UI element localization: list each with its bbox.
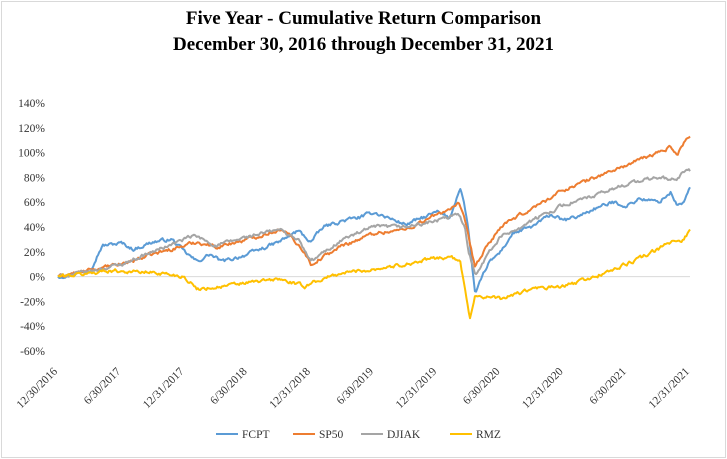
series-line-fcpt (57, 186, 691, 293)
chart-title-line-1: Five Year - Cumulative Return Comparison (185, 8, 542, 29)
y-tick-label: 120% (18, 123, 45, 135)
series-line-djiak (57, 168, 691, 278)
x-axis: 12/30/2016 6/30/2017 12/31/2017 6/30/2018 12… (15, 276, 693, 411)
x-tick-label: 12/31/2019 (394, 365, 440, 411)
x-tick-label: 6/30/2020 (461, 365, 503, 407)
legend-label-rmz: RMZ (476, 429, 501, 441)
legend-label-sp50: SP50 (319, 429, 344, 441)
legend-label-djiak: DJIAK (387, 429, 421, 441)
y-tick-label: 140% (18, 98, 45, 110)
x-tick-label: 12/31/2021 (647, 365, 693, 411)
x-tick-label: 12/30/2016 (15, 365, 61, 411)
y-tick-label: 60% (24, 197, 46, 209)
y-tick-label: -40% (20, 321, 45, 333)
x-tick-label: 6/30/2021 (587, 365, 629, 407)
y-axis: 140% 120% 100% 80% 60% 40% 20% 0% -20% -40% -60% (18, 98, 45, 358)
series-line-sp50 (57, 135, 691, 278)
x-tick-label: 12/31/2017 (141, 365, 187, 411)
y-tick-label: 40% (24, 222, 46, 234)
y-tick-label: 0% (30, 272, 46, 284)
y-tick-label: -20% (20, 296, 45, 308)
y-tick-label: 80% (24, 172, 46, 184)
chart-title-line-2: December 30, 2016 through December 31, 2… (173, 34, 554, 55)
legend: FCPT SP50 DJIAK RMZ (216, 429, 501, 441)
x-tick-label: 6/30/2019 (335, 365, 377, 407)
series-lines (57, 135, 691, 320)
x-tick-label: 6/30/2018 (208, 365, 250, 407)
x-tick-label: 12/31/2018 (267, 365, 313, 411)
y-tick-label: 100% (18, 148, 45, 160)
y-tick-label: 20% (24, 247, 46, 259)
x-tick-label: 6/30/2017 (82, 365, 124, 407)
legend-label-fcpt: FCPT (242, 429, 270, 441)
series-line-rmz (57, 228, 691, 320)
y-tick-label: -60% (20, 346, 45, 358)
chart-title: Five Year - Cumulative Return Comparison… (0, 6, 727, 58)
x-tick-label: 12/31/2020 (520, 365, 566, 411)
